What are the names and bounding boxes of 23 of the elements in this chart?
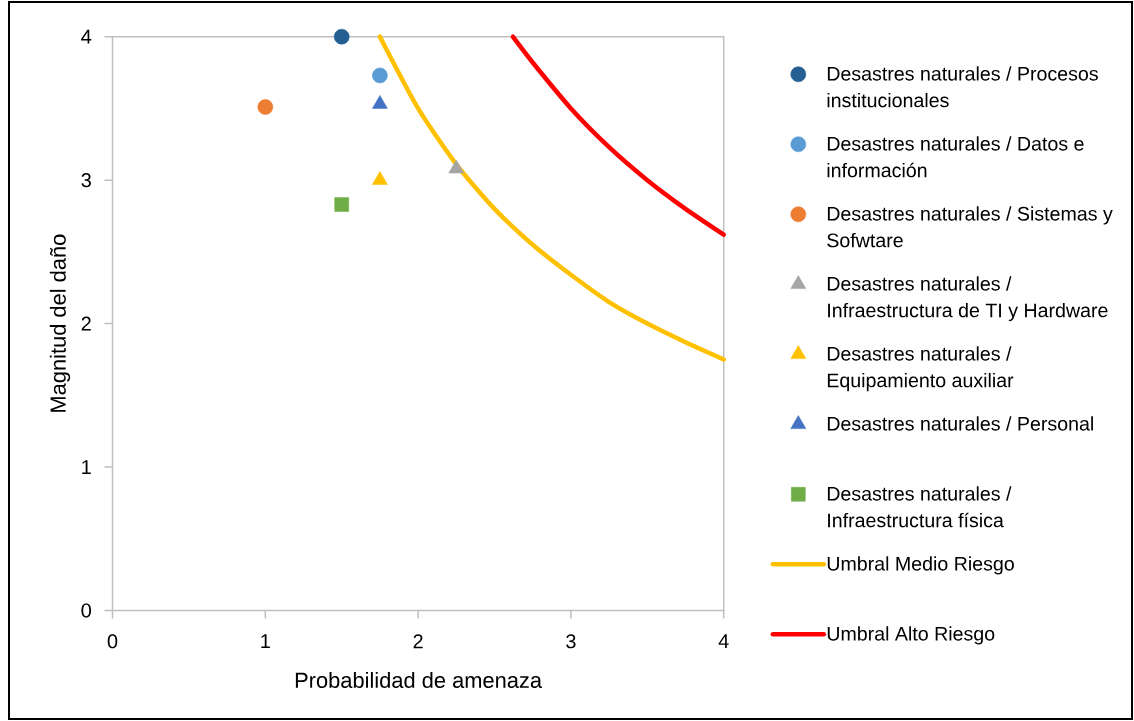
x-tick-label: 3 (566, 634, 576, 649)
x-tick-label: 0 (107, 634, 118, 649)
line-series (510, 34, 726, 237)
legend-label: Desastres naturales / Infraestructura física (827, 486, 1012, 528)
legend-label: Desastres naturales / Sistemas y Sofwtare (827, 206, 1113, 248)
x-tick-label: 4 (718, 634, 729, 648)
legend-label: Umbral Medio Riesgo (827, 556, 1014, 575)
legend-label: Umbral Alto Riesgo (827, 626, 995, 645)
x-axis-title: Probabilidad de amenaza (295, 671, 543, 689)
y-tick-label: 4 (81, 29, 92, 44)
y-tick-label: 2 (81, 316, 91, 331)
legend-label: Desastres naturales / Procesos institucionales (827, 66, 1098, 108)
y-tick-label: 3 (81, 173, 91, 188)
legend-label: Desastres naturales / Personal (827, 416, 1093, 431)
legend-label: Desastres naturales / Equipamiento auxiliar (827, 346, 1014, 392)
y-tick-label: 0 (81, 603, 91, 618)
x-tick-label: 2 (413, 634, 423, 649)
legend-label: Desastres naturales / Datos e información (827, 136, 1084, 178)
y-axis-title: Magnitud del daño (49, 234, 71, 412)
legend-label: Desastres naturales / Infraestructura de TI y Hardware (827, 276, 1108, 322)
line-series (377, 34, 726, 362)
x-tick-label: 1 (261, 634, 270, 648)
y-tick-label: 1 (82, 460, 91, 474)
